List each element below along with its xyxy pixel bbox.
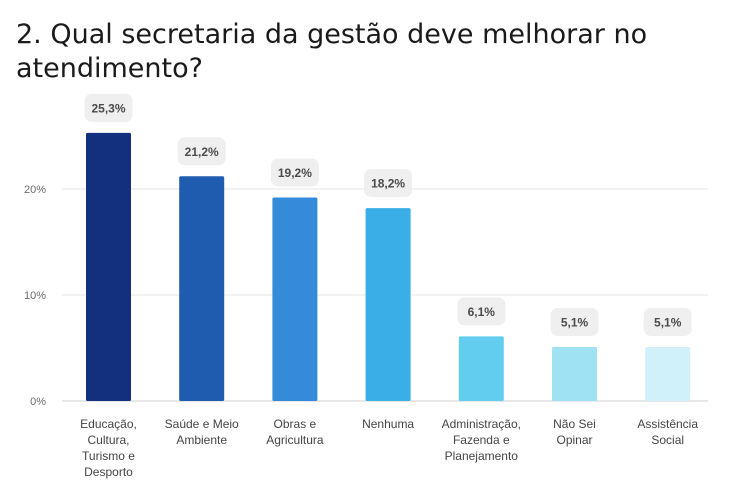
value-label-bg [643, 307, 692, 336]
category-label: Educação, Cultura, Turismo e Desporto [80, 417, 137, 479]
value-label-bg [270, 158, 319, 187]
category-label: Obras e Agricultura [266, 417, 324, 447]
y-tick-label: 20% [24, 184, 46, 196]
value-label-bg [364, 169, 413, 198]
value-label: 5,1% [561, 315, 589, 329]
category-label: Administração, Fazenda e Planejamento [441, 417, 521, 463]
value-label: 5,1% [654, 315, 682, 329]
category-label: Nenhuma [362, 417, 415, 431]
category-label: Saúde e Meio Ambiente [164, 417, 239, 447]
value-label-bg [550, 307, 599, 336]
chart-title: 2. Qual secretaria da gestão deve melhor… [16, 19, 648, 84]
value-label: 19,2% [278, 166, 312, 180]
bar-1 [179, 176, 225, 401]
value-label: 18,2% [371, 177, 405, 191]
bar-5 [552, 346, 597, 401]
value-label: 21,2% [185, 145, 219, 159]
y-tick-label: 0% [30, 396, 46, 408]
category-label: Não Sei Opinar [553, 417, 596, 447]
bar-0 [86, 132, 131, 401]
bar-2 [272, 197, 318, 401]
bar-3 [365, 208, 411, 401]
bar-6 [645, 346, 691, 401]
value-label-bg [177, 137, 226, 166]
y-tick-label: 10% [24, 290, 46, 302]
value-label-bg [84, 93, 133, 122]
value-label-bg [457, 297, 506, 326]
value-label: 6,1% [468, 305, 496, 319]
value-label: 25,3% [91, 101, 125, 115]
bar-4 [458, 336, 504, 401]
category-label: Assistência Social [637, 417, 699, 447]
